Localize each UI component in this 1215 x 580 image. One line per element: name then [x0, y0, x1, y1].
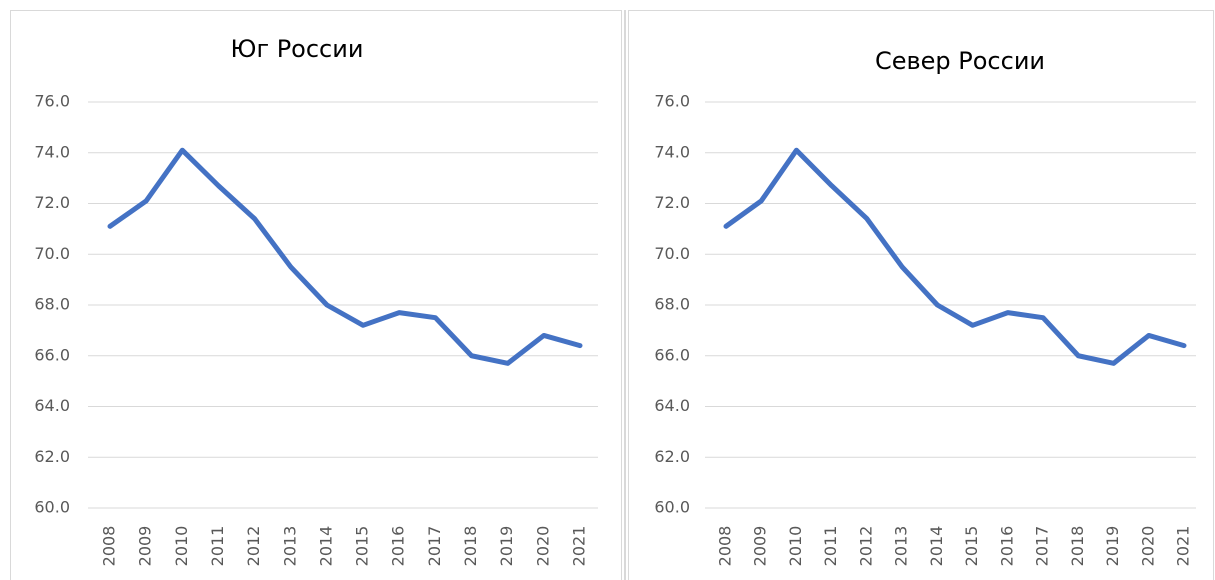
y-tick-label: 74.0 [34, 142, 70, 161]
x-tick-label: 2009 [136, 526, 155, 567]
x-tick-label: 2012 [856, 526, 875, 567]
x-tick-label: 2013 [892, 526, 911, 567]
chart-title: Юг России [231, 35, 364, 63]
line [107, 147, 583, 366]
y-tick-label: 72.0 [654, 193, 690, 212]
x-tick-label: 2021 [1174, 526, 1193, 567]
y-tick-label: 64.0 [34, 396, 70, 415]
y-tick-label: 64.0 [654, 396, 690, 415]
y-tick-label: 70.0 [34, 244, 70, 263]
line [723, 147, 1187, 366]
panel [628, 10, 1214, 580]
y-tick-label: 70.0 [654, 244, 690, 263]
x-tick-label: 2018 [461, 526, 480, 567]
x-tick-label: 2014 [316, 526, 335, 567]
x-tick-label: 2009 [751, 526, 770, 567]
y-tick-label: 74.0 [654, 142, 690, 161]
y-tick-label: 62.0 [654, 447, 690, 466]
x-tick-label: 2017 [1033, 526, 1052, 567]
chart-title: Север России [875, 47, 1045, 75]
y-tick-label: 68.0 [654, 295, 690, 314]
x-tick-label: 2014 [927, 526, 946, 567]
y-tick-label: 60.0 [654, 498, 690, 517]
y-tick-label: 72.0 [34, 193, 70, 212]
x-tick-label: 2012 [244, 526, 263, 567]
x-tick-label: 2011 [821, 526, 840, 567]
x-tick-label: 2017 [425, 526, 444, 567]
x-tick-label: 2021 [570, 526, 589, 567]
x-tick-label: 2018 [1068, 526, 1087, 567]
x-tick-label: 2016 [997, 526, 1016, 567]
y-tick-label: 76.0 [34, 92, 70, 111]
x-tick-label: 2011 [208, 526, 227, 567]
y-tick-label: 60.0 [34, 498, 70, 517]
x-tick-label: 2019 [497, 526, 516, 567]
y-tick-label: 62.0 [34, 447, 70, 466]
x-tick-label: 2016 [389, 526, 408, 567]
y-tick-label: 66.0 [654, 345, 690, 364]
x-tick-label: 2020 [1138, 526, 1157, 567]
x-tick-label: 2010 [172, 526, 191, 567]
x-tick-label: 2015 [353, 526, 372, 567]
x-tick-label: 2020 [533, 526, 552, 567]
x-tick-label: 2015 [962, 526, 981, 567]
x-tick-label: 2019 [1103, 526, 1122, 567]
y-tick-label: 76.0 [654, 92, 690, 111]
x-tick-label: 2010 [786, 526, 805, 567]
x-tick-label: 2013 [280, 526, 299, 567]
y-tick-label: 66.0 [34, 345, 70, 364]
x-tick-label: 2008 [100, 526, 119, 567]
x-tick-label: 2008 [716, 526, 735, 567]
y-tick-label: 68.0 [34, 295, 70, 314]
